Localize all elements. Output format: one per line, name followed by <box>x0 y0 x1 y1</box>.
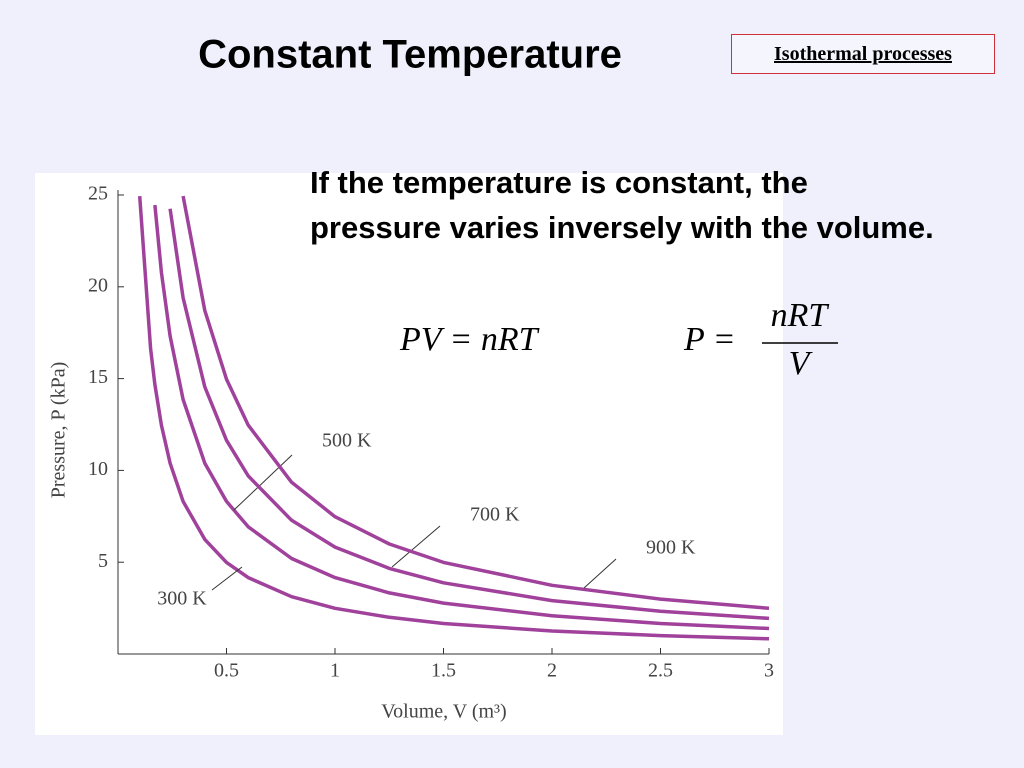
label-leader <box>391 525 441 568</box>
series-label: 900 K <box>646 537 696 559</box>
series-label: 300 K <box>157 588 207 610</box>
label-leader <box>583 558 617 589</box>
y-axis-label: Pressure, P (kPa) <box>48 362 70 498</box>
series-label: 500 K <box>322 430 372 452</box>
x-axis-label: Volume, V (m³) <box>381 701 506 723</box>
equation: PV = nRT <box>399 321 540 358</box>
x-tick-label: 2.5 <box>648 660 673 682</box>
x-tick-label: 1.5 <box>431 660 456 682</box>
y-tick-label: 15 <box>88 366 108 388</box>
y-tick-label: 20 <box>88 274 108 296</box>
slide-title: Constant Temperature <box>198 33 622 77</box>
label-leader <box>211 566 243 591</box>
x-tick-label: 2 <box>547 660 557 682</box>
series-label: 700 K <box>470 504 520 526</box>
series-line <box>153 204 770 631</box>
x-tick-label: 3 <box>764 660 774 682</box>
equation-denominator: V <box>789 345 814 382</box>
y-tick-label: 25 <box>88 183 108 205</box>
y-tick-label: 10 <box>88 458 108 480</box>
series-line <box>181 195 770 611</box>
paragraph: If the temperature is constant, the pres… <box>310 165 934 245</box>
series-line <box>168 208 770 621</box>
link-button[interactable]: Isothermal processes <box>731 34 995 74</box>
y-tick-label: 5 <box>98 550 108 572</box>
equation-numerator: nRT <box>771 297 830 334</box>
x-tick-label: 1 <box>330 660 340 682</box>
label-leader <box>233 454 293 511</box>
chart-background <box>35 173 783 735</box>
x-tick-label: 0.5 <box>214 660 239 682</box>
equation-lhs: P = <box>683 321 736 358</box>
